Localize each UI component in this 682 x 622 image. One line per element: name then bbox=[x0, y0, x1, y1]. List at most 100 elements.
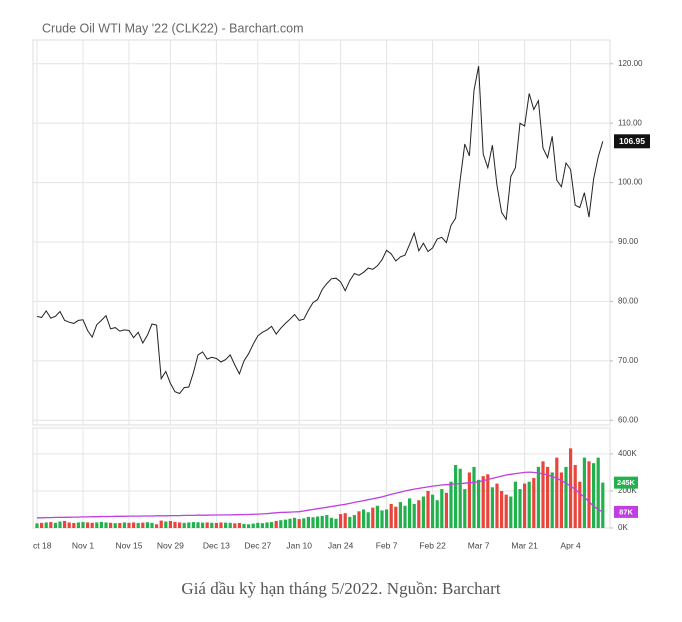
volume-bar bbox=[573, 465, 577, 528]
volume-bar bbox=[104, 522, 108, 528]
volume-bar bbox=[495, 483, 499, 528]
volume-bar bbox=[601, 482, 605, 528]
volume-bar bbox=[550, 472, 554, 528]
volume-bar bbox=[113, 523, 117, 528]
x-tick-label: Nov 1 bbox=[72, 540, 94, 550]
volume-bar bbox=[431, 494, 435, 528]
volume-bar bbox=[348, 516, 352, 528]
volume-bar bbox=[504, 494, 508, 528]
price-panel bbox=[32, 39, 611, 426]
volume-bar bbox=[141, 522, 145, 528]
volume-bar bbox=[205, 522, 209, 528]
volume-bar bbox=[72, 523, 76, 528]
y-tick-label: 110.00 bbox=[618, 118, 642, 127]
volume-bar bbox=[265, 522, 269, 528]
volume-bar bbox=[426, 490, 430, 528]
volume-bar bbox=[375, 505, 379, 528]
volume-bar bbox=[325, 515, 329, 528]
x-tick-label: Feb 7 bbox=[376, 540, 398, 550]
volume-bar bbox=[362, 509, 366, 528]
volume-bar bbox=[191, 522, 195, 528]
x-tick-label: Nov 29 bbox=[157, 540, 184, 550]
volume-bar bbox=[187, 522, 191, 528]
volume-bar bbox=[270, 522, 274, 528]
y-tick-label: 400K bbox=[618, 449, 637, 458]
volume-bar bbox=[224, 522, 228, 528]
volume-bar bbox=[477, 479, 481, 528]
volume-bar bbox=[260, 523, 264, 528]
x-tick-label: ct 18 bbox=[33, 540, 52, 550]
volume-bar bbox=[201, 522, 205, 528]
volume-bar bbox=[196, 522, 200, 528]
volume-bar bbox=[569, 448, 573, 528]
volume-bar bbox=[81, 522, 85, 528]
volume-bar bbox=[182, 522, 186, 528]
volume-bar bbox=[582, 457, 586, 528]
volume-bar bbox=[467, 472, 471, 528]
volume-bar bbox=[150, 522, 154, 528]
x-tick-label: Mar 7 bbox=[468, 540, 490, 550]
y-tick-label: 80.00 bbox=[618, 297, 639, 306]
volume-bar bbox=[444, 492, 448, 528]
volume-bar bbox=[293, 517, 297, 528]
volume-bar bbox=[63, 520, 67, 528]
volume-bar bbox=[219, 522, 223, 528]
volume-average-line bbox=[37, 471, 604, 519]
volume-bar bbox=[486, 474, 490, 528]
volume-bar bbox=[509, 496, 513, 528]
volume-bar bbox=[86, 522, 90, 528]
volume-bar bbox=[288, 518, 292, 528]
volume-bar bbox=[118, 523, 122, 528]
volume-bar bbox=[339, 514, 343, 528]
volume-bar bbox=[513, 481, 517, 528]
volume-bar bbox=[178, 522, 182, 528]
volume-bar bbox=[53, 522, 57, 528]
volume-bar bbox=[136, 523, 140, 528]
volume-bar bbox=[329, 517, 333, 528]
x-tick-label: Dec 27 bbox=[244, 540, 271, 550]
volume-bar bbox=[155, 524, 159, 528]
x-tick-label: Dec 13 bbox=[203, 540, 230, 550]
volume-bar bbox=[343, 513, 347, 528]
volume-bar bbox=[417, 500, 421, 528]
volume-bar bbox=[214, 523, 218, 528]
volume-bar bbox=[596, 457, 600, 528]
volume-bar bbox=[481, 476, 485, 528]
volume-bar bbox=[122, 522, 126, 528]
y-tick-label: 60.00 bbox=[618, 415, 639, 424]
volume-tag-label: 87K bbox=[619, 507, 633, 516]
caption: Giá dầu kỳ hạn tháng 5/2022. Nguồn: Barc… bbox=[181, 579, 500, 598]
volume-bar bbox=[90, 522, 94, 528]
volume-bar bbox=[44, 522, 48, 528]
volume-bar bbox=[435, 500, 439, 528]
volume-bar bbox=[320, 515, 324, 528]
volume-bar bbox=[532, 478, 536, 528]
volume-bar bbox=[472, 466, 476, 528]
volume-bar bbox=[316, 516, 320, 528]
volume-bar bbox=[587, 461, 591, 528]
x-tick-label: Nov 15 bbox=[116, 540, 143, 550]
volume-bar bbox=[210, 522, 214, 528]
volume-bar bbox=[389, 503, 393, 528]
volume-bar bbox=[380, 510, 384, 528]
volume-bar bbox=[408, 498, 412, 528]
volume-bar bbox=[306, 516, 310, 528]
x-tick-label: Mar 21 bbox=[511, 540, 538, 550]
x-tick-label: Jan 24 bbox=[328, 540, 354, 550]
price-tag-label: 106.95 bbox=[619, 136, 645, 146]
volume-bar bbox=[302, 518, 306, 528]
x-tick-label: Feb 22 bbox=[419, 540, 446, 550]
volume-bar bbox=[247, 524, 251, 528]
volume-bar bbox=[40, 522, 44, 528]
volume-bar bbox=[242, 523, 246, 528]
y-tick-label: 70.00 bbox=[618, 356, 639, 365]
volume-bar bbox=[173, 521, 177, 528]
volume-bar bbox=[67, 522, 71, 528]
volume-bar bbox=[297, 519, 301, 528]
price-line bbox=[36, 66, 604, 395]
volume-bar bbox=[578, 481, 582, 528]
volume-bar bbox=[95, 522, 99, 528]
volume-bar bbox=[371, 507, 375, 528]
volume-bar bbox=[132, 522, 136, 528]
y-tick-label: 120.00 bbox=[618, 59, 643, 68]
